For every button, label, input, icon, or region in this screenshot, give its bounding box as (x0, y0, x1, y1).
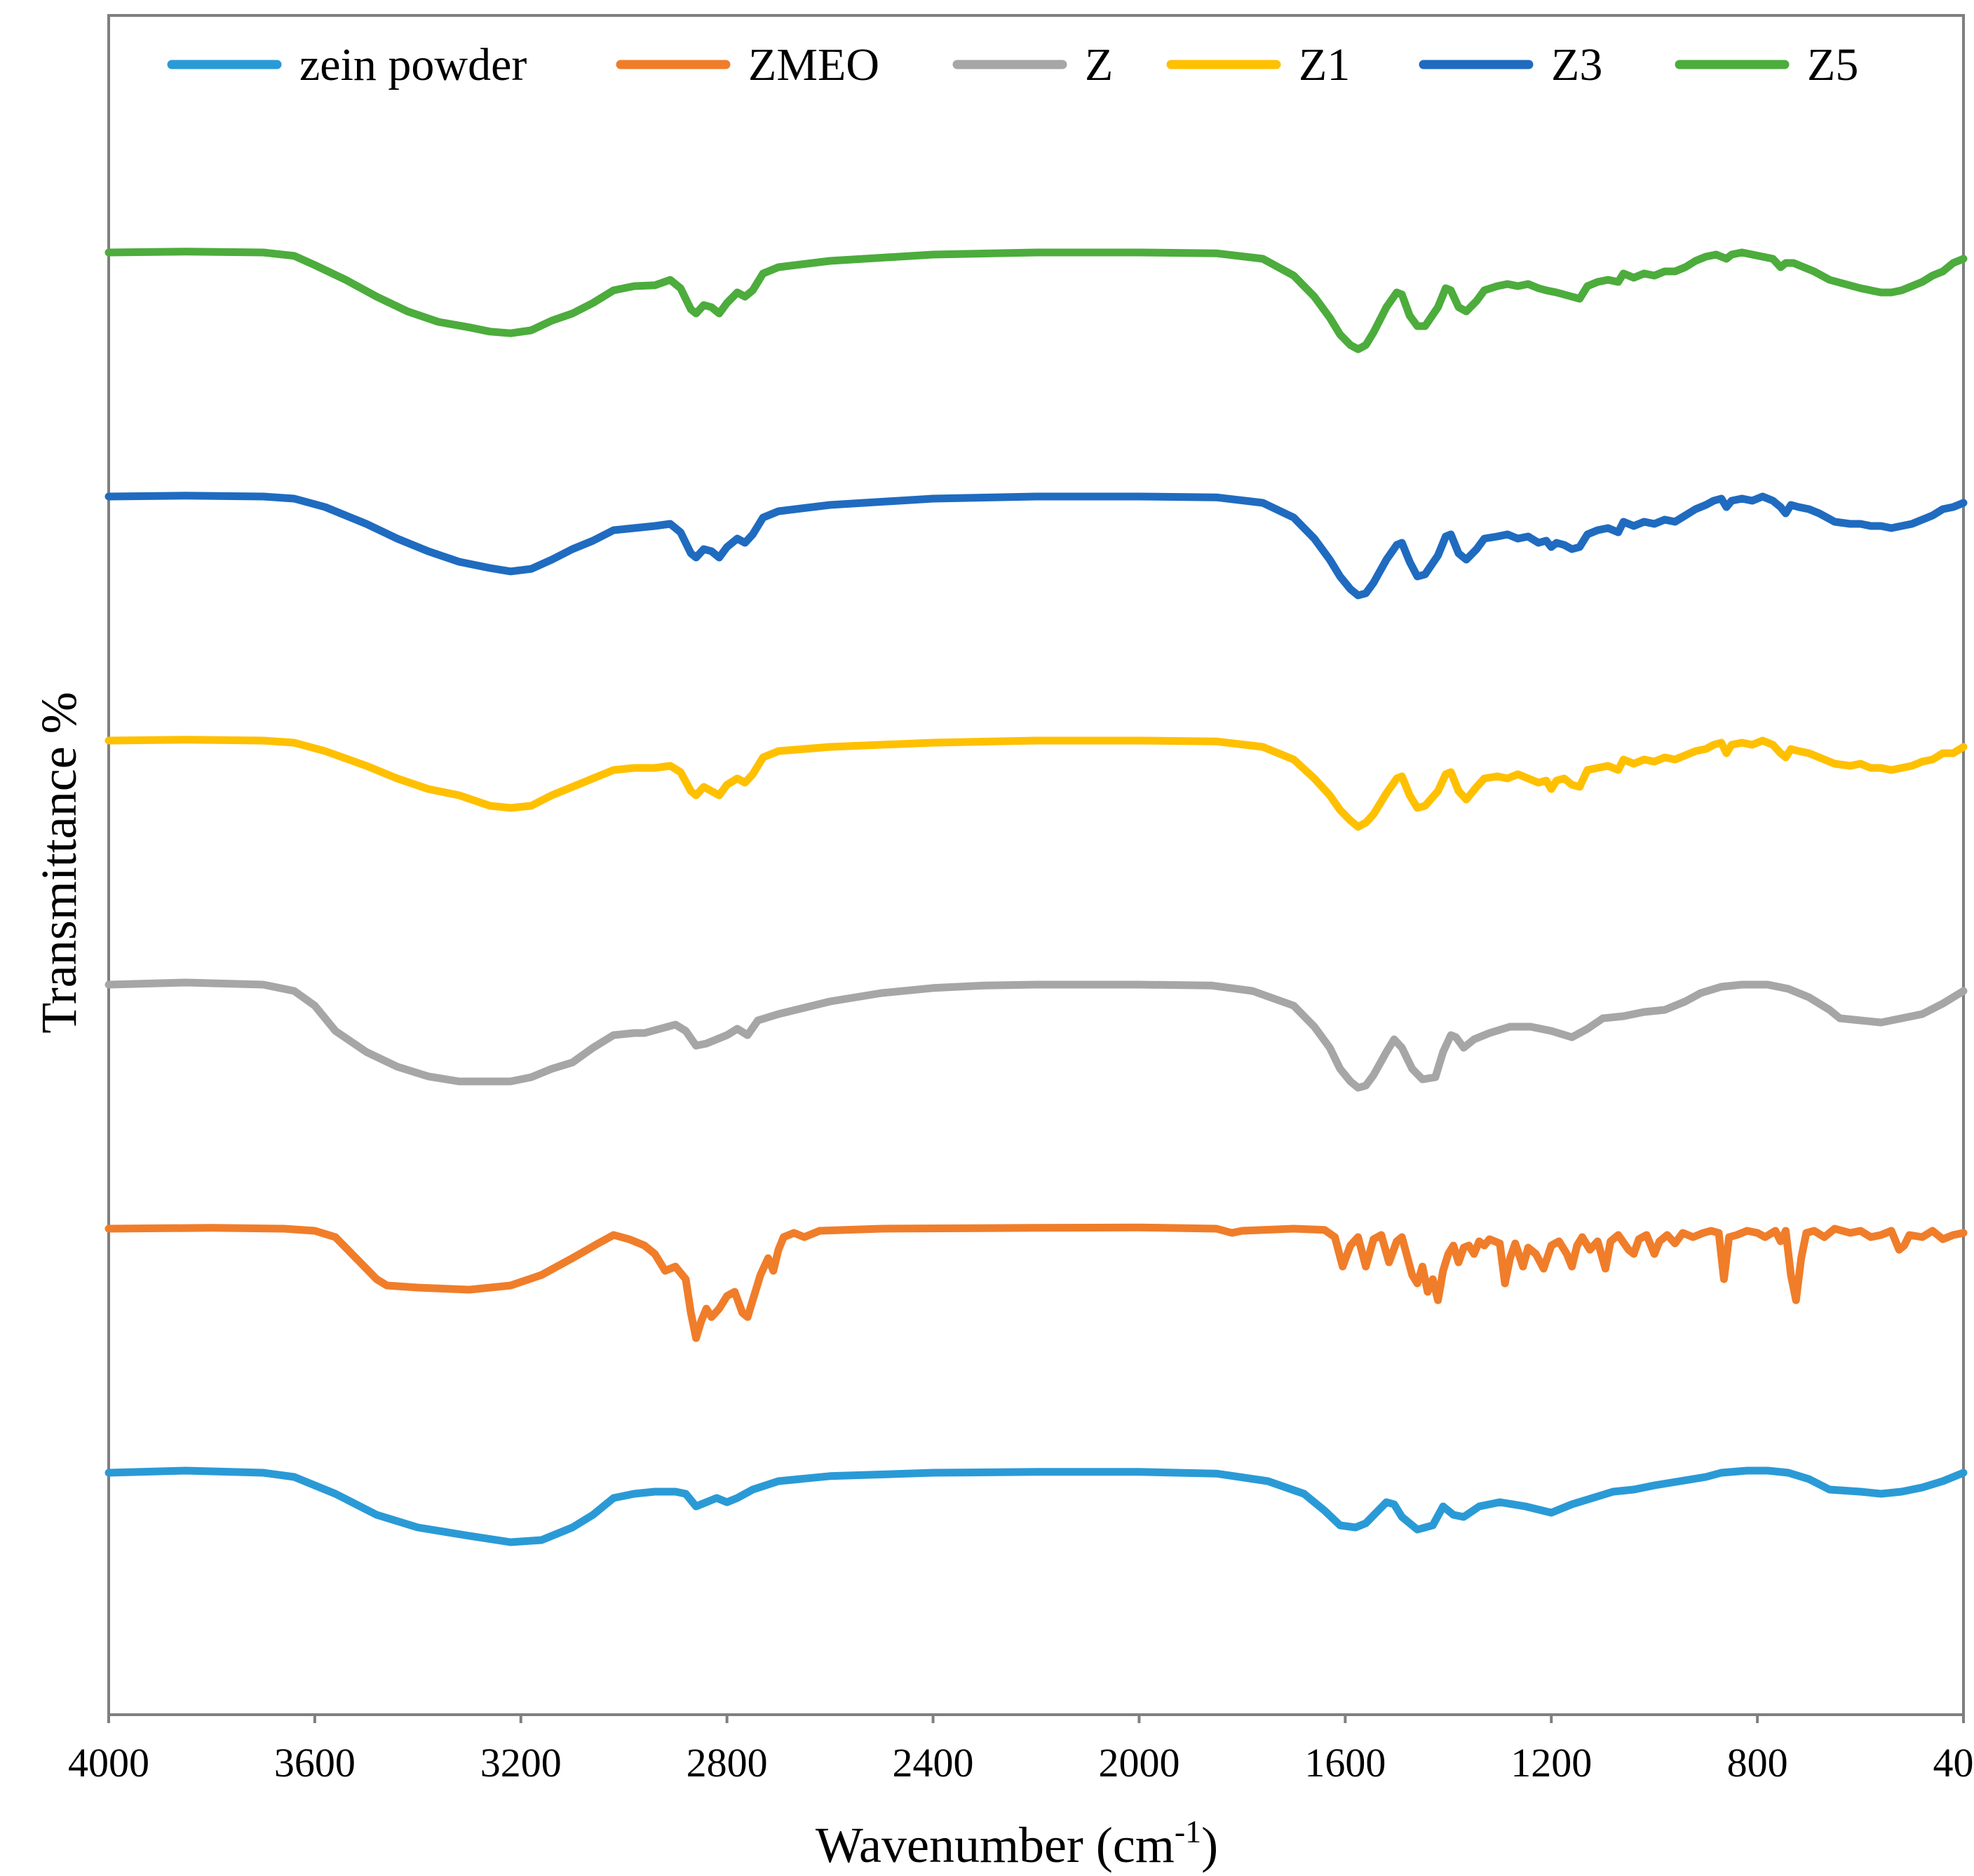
x-tick-label: 3200 (480, 1740, 562, 1786)
legend-label-z: Z (1085, 39, 1113, 90)
x-axis-title-close: ) (1201, 1817, 1218, 1873)
x-tick-label: 2400 (893, 1740, 974, 1786)
legend-label-z3: Z3 (1551, 39, 1602, 90)
series-line-zmeo (104, 1223, 1968, 1342)
x-axis-title: Wavenumber (cm-1) (816, 1814, 1218, 1873)
plot-frame (107, 14, 1965, 1716)
series-line-zein-powder (104, 1466, 1968, 1546)
x-tick-label: 4000 (68, 1740, 149, 1786)
series-lines (104, 248, 1968, 1546)
x-tick-label: 2800 (687, 1740, 768, 1786)
y-axis-title: Transmittance % (31, 691, 87, 1033)
series-line-z5 (104, 248, 1968, 353)
plot-border (107, 14, 1965, 1716)
x-axis-title-superscript: -1 (1175, 1814, 1201, 1849)
x-tick-label: 800 (1727, 1740, 1788, 1786)
series-line-z3 (104, 492, 1968, 600)
x-axis-title-main: Wavenumber (cm (816, 1817, 1175, 1873)
legend-label-zmeo: ZMEO (748, 39, 879, 90)
x-axis-ticks: 4000 3600 3200 2800 2400 2000 1600 1200 800 400 (68, 1715, 1974, 1786)
series-line-z (104, 978, 1968, 1092)
x-tick-label: 400 (1933, 1740, 1974, 1786)
series-line-z1 (104, 736, 1968, 831)
x-tick-label: 2000 (1098, 1740, 1179, 1786)
legend-label-z1: Z1 (1299, 39, 1350, 90)
x-tick-label: 1600 (1304, 1740, 1386, 1786)
x-tick-label: 1200 (1510, 1740, 1592, 1786)
x-tick-label: 3600 (274, 1740, 356, 1786)
legend-label-zein-powder: zein powder (299, 39, 527, 90)
legend: zein powder ZMEO Z Z1 Z3 Z5 (167, 39, 1858, 90)
legend-label-z5: Z5 (1807, 39, 1858, 90)
